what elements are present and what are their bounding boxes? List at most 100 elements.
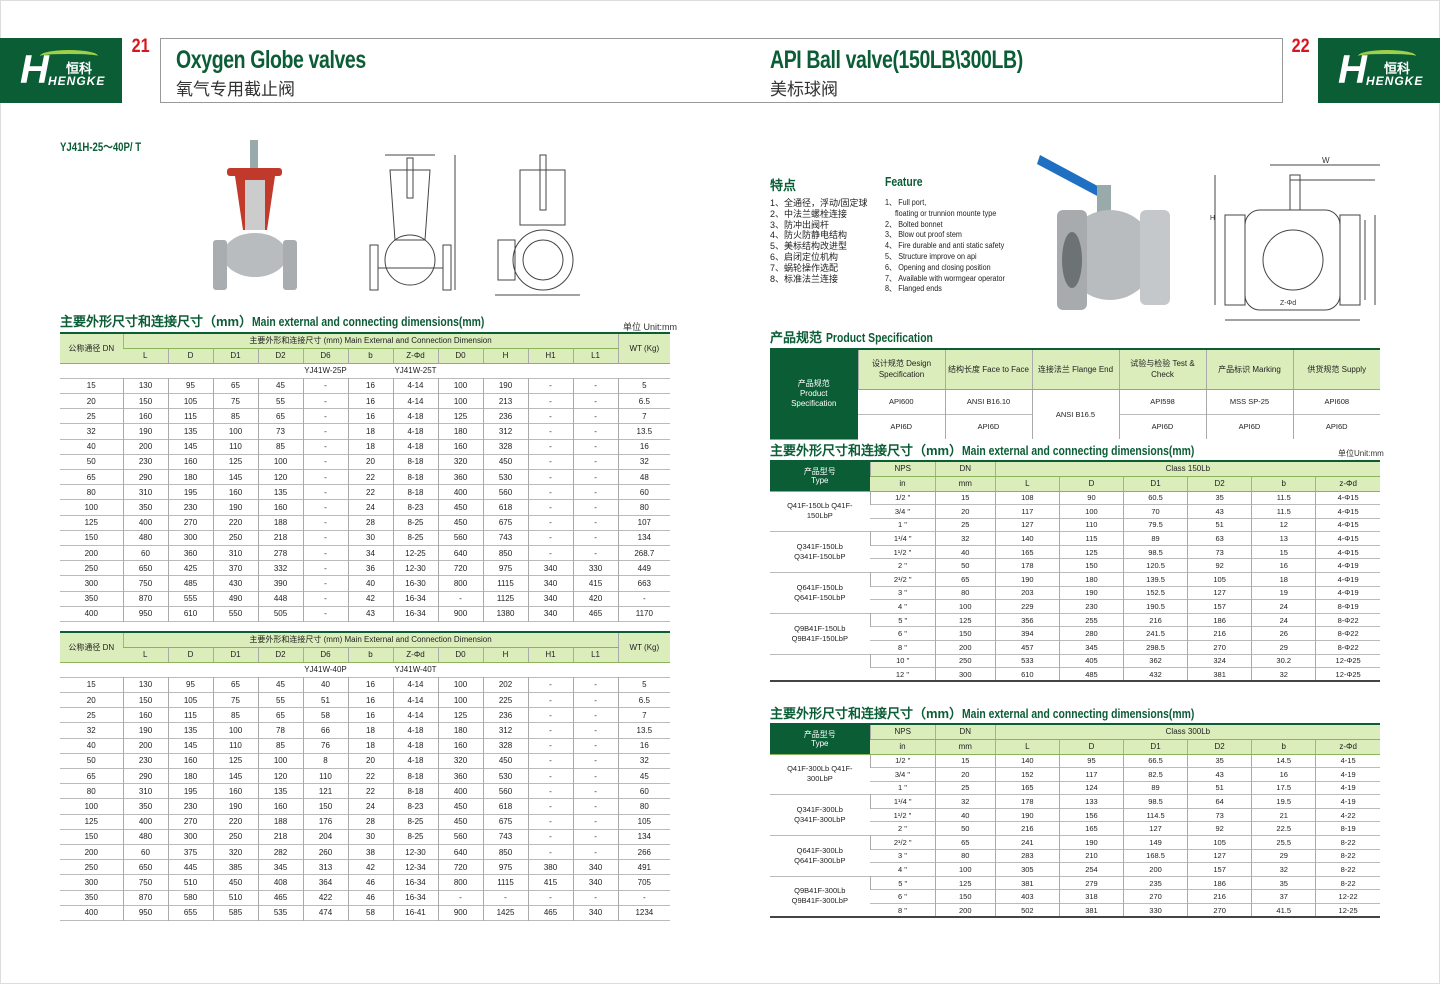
table-cell: 356 <box>994 613 1060 627</box>
table-cell: 405 <box>1058 654 1124 668</box>
table-cell: 1/2 " <box>869 491 936 505</box>
table-cell: 22 <box>347 768 393 784</box>
table-cell: 120.5 <box>1122 558 1188 573</box>
table-cell: 117 <box>1058 767 1124 782</box>
dn-header: DN <box>934 723 996 740</box>
nps-header: NPS <box>869 460 936 477</box>
table-cell: 42 <box>347 859 393 875</box>
table-cell: 32 <box>1251 667 1316 682</box>
table-cell: 200 <box>84 847 98 857</box>
table-cell: 400 <box>437 783 483 799</box>
table-cell: 298.5 <box>1122 640 1188 655</box>
table-cell: 50 <box>86 756 96 766</box>
type-cell: Q641F-150Lb Q641F-150LbP <box>770 572 871 614</box>
table-cell: 230 <box>1058 599 1124 614</box>
table-cell: 58 <box>302 707 348 723</box>
table-cell: 4-Φ19 <box>1315 586 1380 600</box>
table-cell: 7 <box>617 707 671 723</box>
column-header: H <box>482 348 528 364</box>
table-cell: 40 <box>86 741 96 751</box>
table-cell: 510 <box>167 874 213 890</box>
table-cell: - <box>572 798 619 815</box>
table-row: 3 " 80 283 210 168.5 127 29 8-22 <box>770 849 1380 863</box>
table-cell: 530 <box>482 469 528 485</box>
table-cell: 98.5 <box>1122 794 1188 809</box>
table-cell: 75 <box>212 692 258 708</box>
table-cell: 16 <box>347 692 393 708</box>
table-cell: 32 <box>934 794 996 809</box>
page-subtitle-left: 氧气专用截止阀 <box>176 80 295 99</box>
table-cell: 32 <box>617 753 671 769</box>
table-cell: 743 <box>482 530 528 546</box>
model-label: YJ41W-25P <box>304 366 347 376</box>
table-cell: 24 <box>1251 599 1316 614</box>
table-cell: 16 <box>347 378 393 394</box>
table-cell: 46 <box>347 874 393 890</box>
table-cell: 117 <box>994 504 1060 519</box>
table-cell: - <box>572 454 619 470</box>
table-cell: - <box>527 484 573 500</box>
table-cell: 550 <box>212 606 258 622</box>
table-cell: 220 <box>212 515 258 531</box>
table-cell: 190.5 <box>1122 599 1188 614</box>
table-cell: 320 <box>212 844 258 860</box>
table-cell: 160 <box>212 783 258 799</box>
table-cell: 1380 <box>482 606 528 622</box>
table-cell: 41.5 <box>1251 903 1316 918</box>
table-cell: 30 <box>347 829 393 845</box>
table-cell: 188 <box>257 814 303 830</box>
table-row: 1¹/2 " 40 165 125 98.5 73 15 4-Φ15 <box>770 545 1380 559</box>
column-header: z-Φd <box>1315 739 1380 755</box>
table-cell: 4-14 <box>392 692 438 708</box>
table-cell: 160 <box>257 798 303 815</box>
table-cell: 65 <box>934 572 996 587</box>
column-header: H1 <box>527 647 573 663</box>
table-cell: 6.5 <box>617 692 671 708</box>
table-cell: 135 <box>167 423 213 440</box>
table-cell: 450 <box>437 499 483 516</box>
spec-cell: API6D <box>1118 414 1206 439</box>
table-cell: 448 <box>257 591 303 607</box>
table-cell: 485 <box>167 575 213 591</box>
table-cell: 80 <box>934 849 996 863</box>
table-cell: 400 <box>84 908 98 918</box>
table-cell: 8-22 <box>1315 862 1380 877</box>
table-cell: 186 <box>1187 613 1252 627</box>
table-cell: 20 <box>86 695 96 705</box>
table-cell: - <box>302 606 348 622</box>
table-cell: 4-14 <box>392 677 438 693</box>
table-cell: 17.5 <box>1251 781 1316 795</box>
column-header: L <box>123 647 168 663</box>
table-cell: 8-25 <box>392 515 438 531</box>
table-cell: 80 <box>86 786 96 796</box>
table-cell: 13.5 <box>617 423 671 440</box>
table-cell: 4-18 <box>392 722 438 739</box>
table-cell: - <box>527 722 573 739</box>
table-cell: 120 <box>257 768 303 784</box>
table-row: 32 190 135 100 73-18 4-18 180 312- -13.5 <box>60 423 671 440</box>
table-cell: 381 <box>994 876 1060 890</box>
table-row: 250 650 445 385 345 313 42 12-34 720 975 380 340 491 <box>60 859 671 875</box>
table-cell: 80 <box>934 586 996 600</box>
header-group: 主要外形和连接尺寸 (mm) Main External and Connect… <box>122 630 619 648</box>
table-row: 200 60 360 310 278-34 12-25 640 850- -268.7 <box>60 545 671 561</box>
table-cell: - <box>572 677 619 693</box>
table-cell: 195 <box>167 783 213 799</box>
table-cell: 362 <box>1122 654 1188 668</box>
table-cell: 8-25 <box>392 530 438 546</box>
table-cell: 127 <box>994 518 1060 532</box>
table-cell: 25 <box>934 518 996 532</box>
table-cell: 152.5 <box>1122 586 1188 600</box>
column-header: L1 <box>572 348 619 364</box>
table-cell: - <box>572 408 619 424</box>
table-cell: 16 <box>347 677 393 693</box>
table-cell: 75 <box>212 393 258 409</box>
table-cell: 350 <box>84 594 98 604</box>
column-header: D1 <box>212 647 258 663</box>
table-cell: - <box>527 783 573 799</box>
table-cell: 168.5 <box>1122 849 1188 863</box>
table-cell: 1 " <box>897 520 907 530</box>
table-cell: - <box>527 454 573 470</box>
table-cell: 216 <box>1187 889 1252 904</box>
spec-col: 设计规范 Design Specification <box>857 348 945 390</box>
